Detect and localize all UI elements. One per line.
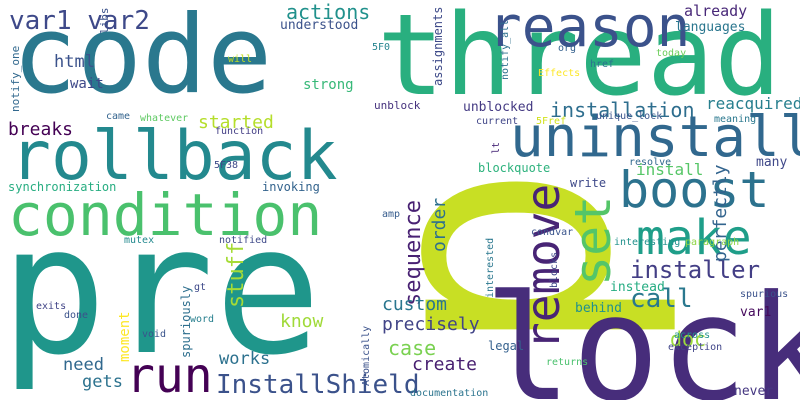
word-write: write	[570, 176, 607, 190]
word-came: came	[106, 111, 131, 122]
word-assignments: assignments	[431, 6, 445, 86]
word-instead: instead	[610, 280, 665, 295]
word-invoking: invoking	[262, 180, 320, 194]
word-sequence: sequence	[401, 200, 426, 306]
word-thread: thread	[377, 0, 782, 121]
word-href: href	[590, 59, 615, 70]
word-case: case	[388, 336, 437, 360]
word-precisely: precisely	[382, 314, 480, 335]
word-languages: languages	[675, 20, 746, 35]
word-word: word	[190, 314, 215, 325]
word-libs: libs	[98, 7, 111, 35]
word-reacquired: reacquired	[706, 94, 800, 113]
word-call: call	[630, 284, 693, 314]
word-var1: var1	[740, 305, 772, 320]
word-blockquote: blockquote	[478, 161, 551, 175]
word-exception: exception	[668, 342, 723, 353]
word-condition: condition	[8, 181, 323, 249]
word-stuff: stuff	[224, 241, 249, 308]
word-breaks: breaks	[8, 119, 74, 140]
word-returns: returns	[546, 357, 589, 368]
word-condvar: condvar	[531, 227, 574, 238]
word-will: will	[228, 54, 253, 65]
word-reason: reason	[488, 0, 691, 60]
word-lt: lt	[491, 141, 502, 154]
word-need: need	[63, 355, 104, 375]
word-mutex: mutex	[124, 235, 155, 246]
word-order: order	[429, 197, 450, 252]
word-today: today	[656, 48, 687, 59]
word-gets: gets	[82, 372, 123, 392]
word-make: make	[636, 210, 752, 266]
word-html: html	[54, 52, 95, 72]
word-set: set	[564, 195, 622, 286]
word-started: started	[198, 112, 274, 133]
word-legal: legal	[488, 339, 525, 353]
word-code: code	[12, 0, 273, 118]
word-create: create	[412, 354, 478, 375]
word-5f38: 5F38	[214, 160, 239, 171]
word-install: install	[636, 160, 704, 179]
word-understood: understood	[280, 18, 359, 33]
word-already: already	[684, 2, 748, 20]
word-void: void	[142, 329, 167, 340]
word-var1-var2: var1 var2	[9, 6, 150, 36]
word-rollback: rollback	[10, 117, 338, 196]
word-installation: installation	[550, 98, 695, 122]
word-moment: moment	[117, 311, 133, 362]
word-resolve: resolve	[629, 157, 672, 168]
word-interesting: interesting	[614, 237, 681, 248]
word-notify_all: notify_all	[500, 19, 511, 80]
word-whatever: whatever	[140, 113, 189, 124]
word-5fref: 5Fref	[536, 116, 567, 127]
word-run: run	[126, 348, 213, 400]
word-behind: behind	[575, 301, 622, 316]
word-boost: boost	[619, 161, 770, 219]
word-many: many	[756, 155, 788, 170]
word-gt: gt	[194, 282, 207, 293]
word-org: org	[558, 43, 577, 54]
word-across: across	[674, 330, 711, 341]
word-paragraph: paragraph	[685, 237, 740, 248]
word-spurious: spurious	[740, 289, 789, 300]
word-uninstall: uninstall	[510, 105, 800, 170]
word-meaning: meaning	[714, 114, 757, 125]
word-pre: pre	[0, 187, 322, 394]
word-never: never	[734, 384, 774, 399]
word-wait: wait	[70, 76, 104, 92]
word-actions: actions	[286, 0, 371, 24]
word-blocks: blocks	[549, 251, 560, 288]
word-interested: interested	[485, 237, 496, 298]
word-notify_one: notify_one	[9, 45, 22, 112]
word-unblocked: unblocked	[463, 100, 534, 115]
word-done: done	[64, 310, 89, 321]
word-unblock: unblock	[374, 99, 421, 112]
word-lock: lock	[484, 264, 800, 400]
word-custom: custom	[382, 294, 448, 315]
word-amp: amp	[382, 209, 401, 220]
word-effects: Effects	[538, 68, 581, 79]
word-works: works	[219, 349, 271, 369]
word-installshield: InstallShield	[216, 370, 420, 400]
word-notified: notified	[219, 235, 268, 246]
word-exits: exits	[36, 301, 67, 312]
word-function: function	[215, 126, 264, 137]
word-installer: installer	[630, 256, 761, 284]
word-strong: strong	[303, 77, 354, 93]
word-know: know	[280, 311, 324, 332]
word-unique_lock: unique_lock	[596, 111, 663, 122]
word-5f0: 5F0	[372, 42, 391, 53]
word-synchronization: synchronization	[8, 180, 117, 194]
word-atomically: Atomically	[361, 325, 372, 386]
word-documentation: documentation	[410, 388, 489, 399]
word-doc: doc	[670, 327, 707, 351]
word-current: current	[476, 116, 519, 127]
